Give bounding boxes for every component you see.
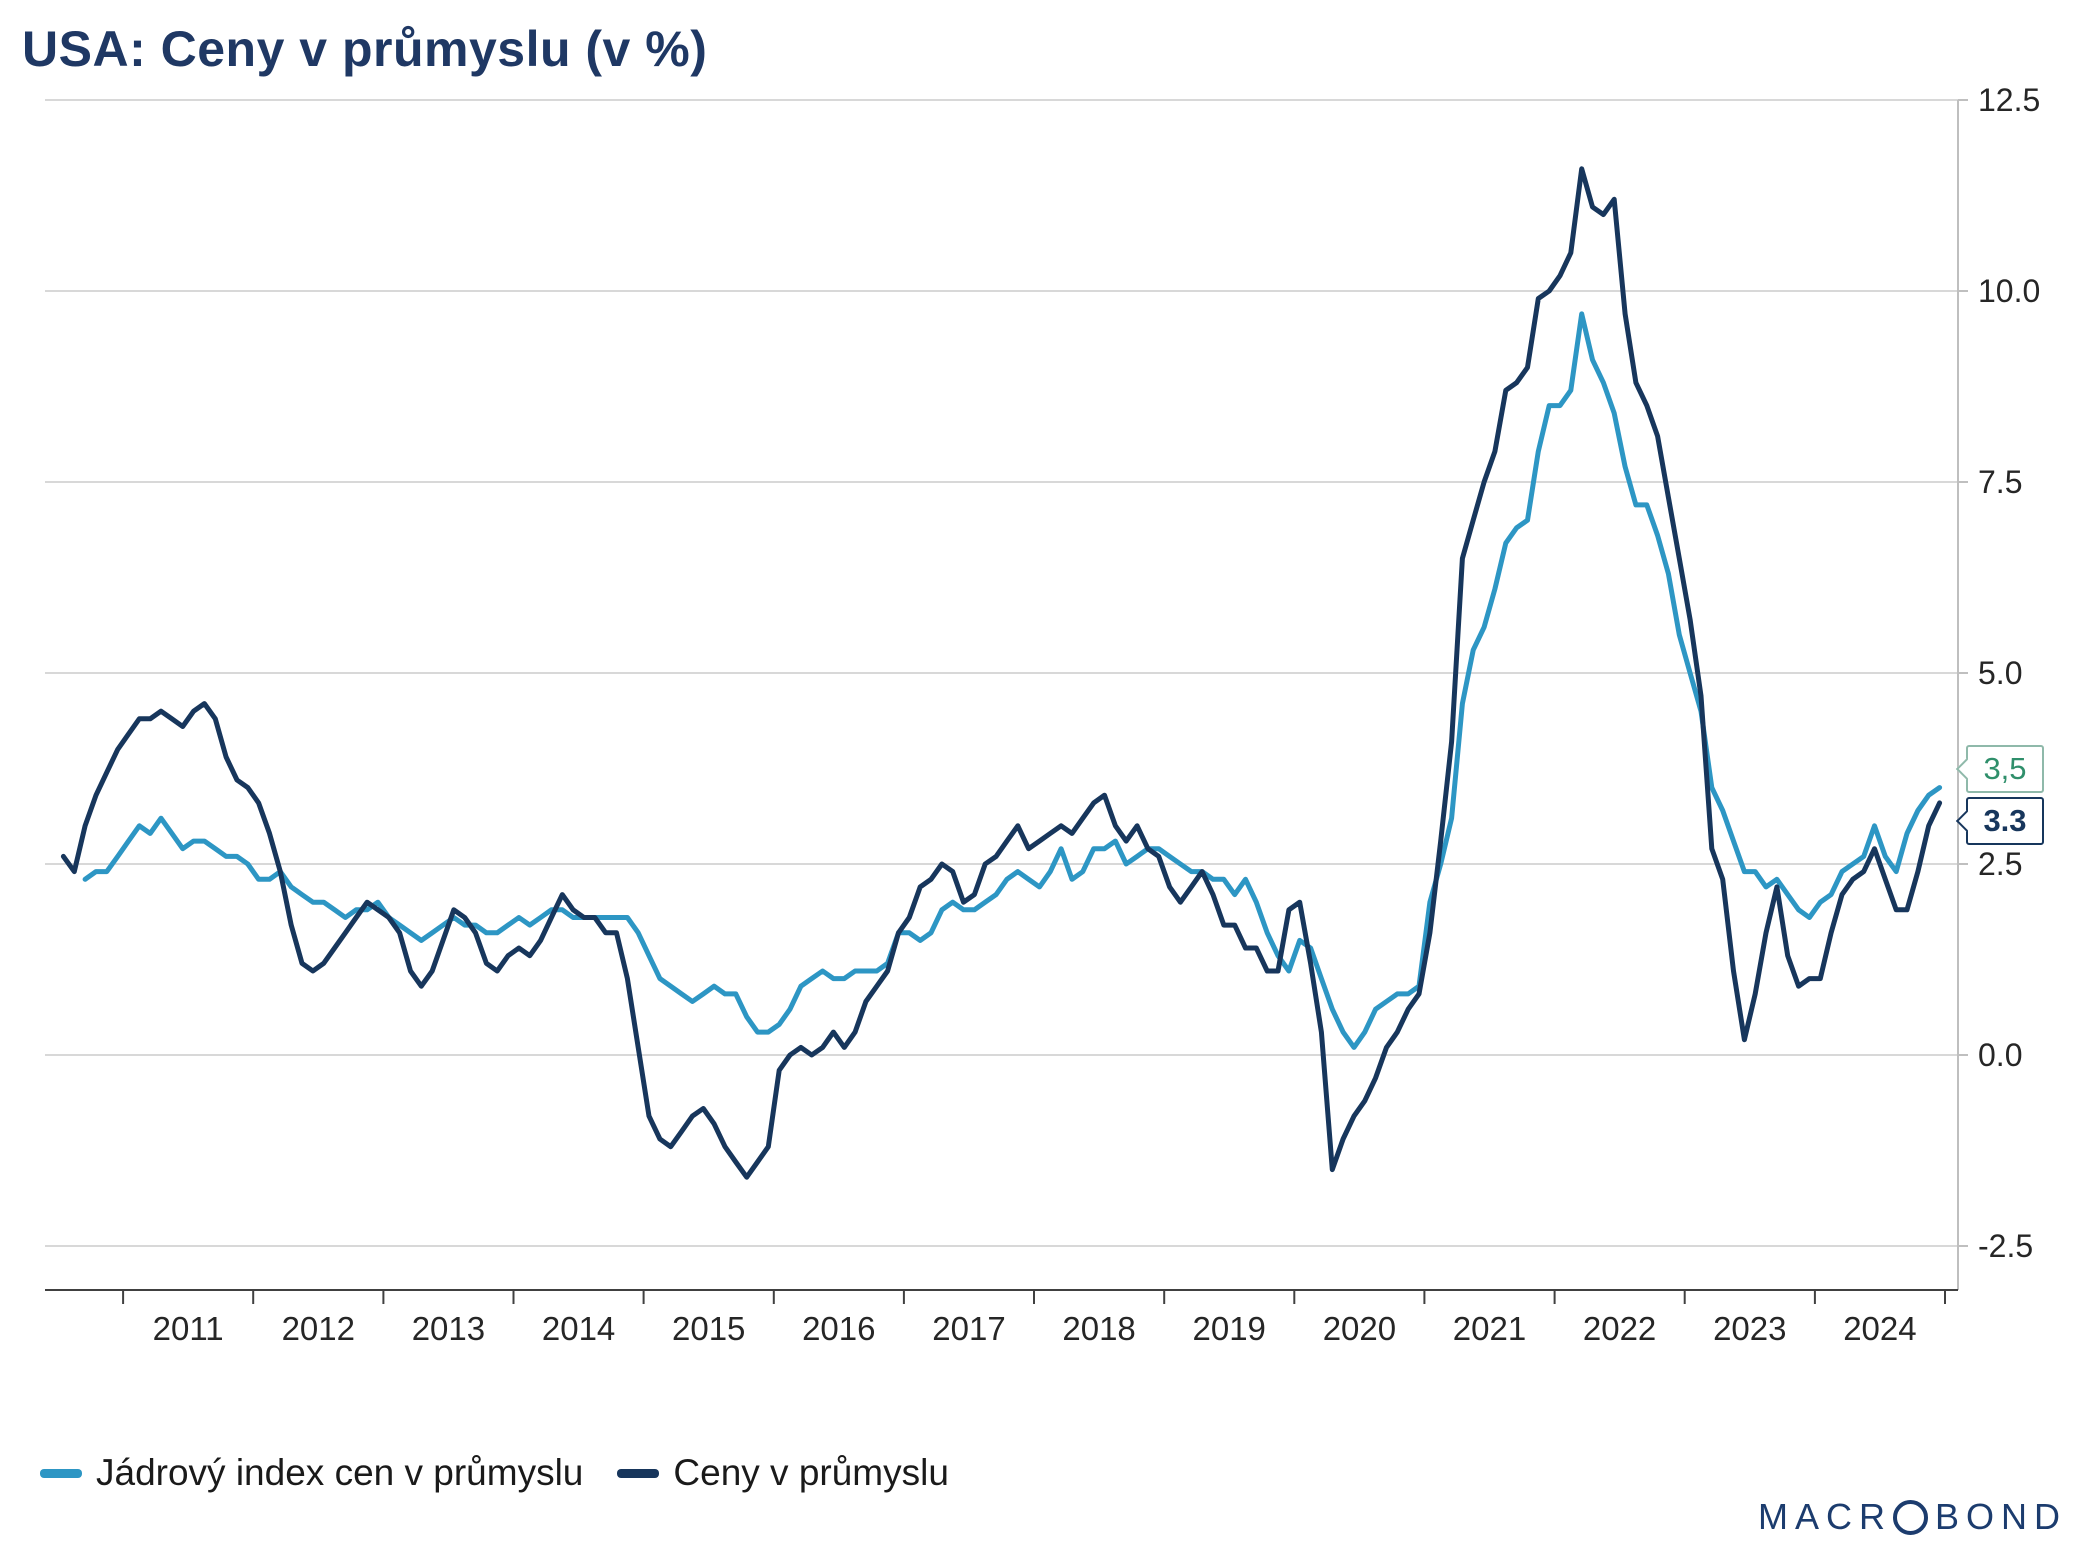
x-year-label: 2022 [1583,1310,1656,1347]
x-year-label: 2014 [542,1310,615,1347]
logo-o-icon [1892,1499,1928,1535]
x-year-label: 2024 [1843,1310,1916,1347]
y-tick-label: 0.0 [1978,1037,2022,1073]
x-year-label: 2021 [1453,1310,1526,1347]
end-value-label-core: 3,5 [1966,745,2044,793]
y-tick-label: 2.5 [1978,846,2022,882]
logo-text-right: BOND [1934,1496,2067,1537]
legend-swatch-ppi-icon [617,1468,660,1478]
macrobond-logo: MACR BOND [1758,1496,2067,1538]
legend-item-ppi: Ceny v průmyslu [617,1452,949,1494]
y-tick-label: 5.0 [1978,655,2022,691]
x-year-label: 2019 [1192,1310,1265,1347]
y-tick-label: -2.5 [1978,1228,2033,1264]
y-tick-label: 12.5 [1978,82,2040,118]
legend-swatch-core-icon [40,1468,82,1478]
legend-item-core: Jádrový index cen v průmyslu [40,1452,583,1494]
end-value-label-ppi: 3.3 [1966,797,2044,845]
x-year-label: 2017 [932,1310,1005,1347]
y-tick-label: 7.5 [1978,464,2022,500]
x-year-label: 2012 [282,1310,355,1347]
chart-title: USA: Ceny v průmyslu (v %) [22,21,708,77]
x-year-label: 2013 [412,1310,485,1347]
x-year-label: 2015 [672,1310,745,1347]
x-year-label: 2011 [153,1310,224,1347]
series-line-ppi [60,166,1943,1180]
logo-text-left: MACR [1757,1496,1892,1537]
series-line-core [82,311,1943,1050]
x-year-label: 2020 [1323,1310,1396,1347]
x-year-label: 2018 [1062,1310,1135,1347]
y-tick-label: 10.0 [1978,273,2040,309]
x-year-label: 2023 [1713,1310,1786,1347]
legend-label-core: Jádrový index cen v průmyslu [96,1452,584,1493]
legend: Jádrový index cen v průmyslu Ceny v prům… [40,1452,949,1494]
legend-label-ppi: Ceny v průmyslu [673,1452,949,1493]
x-year-label: 2016 [802,1310,875,1347]
